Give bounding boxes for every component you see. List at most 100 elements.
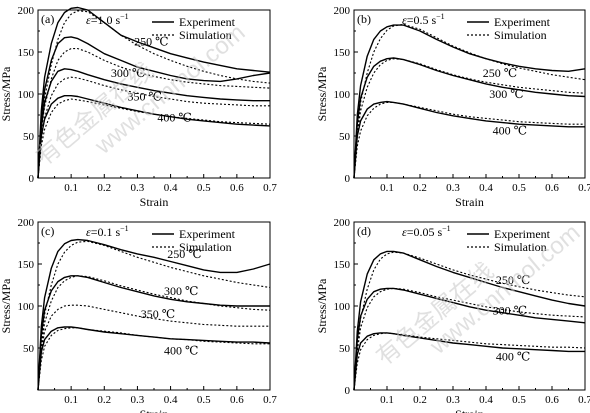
legend-simulation-label: Simulation: [179, 28, 232, 42]
x-axis-title: Strain: [455, 195, 484, 209]
y-axis-title: Stress/MPa: [0, 278, 13, 333]
y-tick-label: 50: [339, 343, 351, 355]
series-simulation-250C: [353, 251, 586, 391]
temperature-label: 300 ℃: [164, 284, 198, 298]
panel-label: (c): [41, 224, 54, 238]
legend-experiment-label: Experiment: [179, 15, 236, 29]
y-tick-label: 50: [23, 131, 35, 143]
temperature-label: 400 ℃: [157, 111, 191, 125]
y-tick-label: 100: [334, 89, 351, 101]
x-axis-title: Strain: [455, 407, 484, 413]
series-simulation-300C: [353, 58, 586, 179]
x-axis-title: Strain: [140, 195, 169, 209]
x-tick-label: 0.6: [230, 182, 244, 194]
legend-simulation-label: Simulation: [494, 240, 547, 254]
chart-panel-d: 0.1 0.2 0.3 0.4 0.5 0.6 0.7 0 50 100 150 200 Strain S…: [315, 217, 590, 413]
strain-rate-label: ε=0.5 s−1: [402, 12, 445, 27]
temperature-label: 250 ℃: [167, 247, 201, 261]
x-tick-label: 0.3: [446, 182, 460, 194]
y-tick-label: 150: [18, 47, 35, 59]
x-tick-label: 0.2: [413, 394, 427, 406]
series-simulation-400C: [353, 101, 585, 179]
chart-panel-a: 0.1 0.2 0.3 0.4 0.5 0.6 0.7 0 50 100 150 200 Strain S…: [0, 5, 277, 209]
y-tick-label: 150: [334, 47, 351, 59]
x-tick-label: 0.5: [512, 394, 526, 406]
legend-experiment-label: Experiment: [494, 227, 551, 241]
y-axis-title: Stress/MPa: [315, 66, 329, 121]
series-experiment-300C: [37, 275, 270, 391]
y-tick-label: 150: [18, 259, 35, 271]
x-tick-label: 0.2: [413, 182, 427, 194]
y-tick-label: 150: [334, 259, 351, 271]
temperature-label: 350 ℃: [127, 90, 161, 104]
series-simulation-300C: [37, 275, 271, 391]
y-tick-label: 0: [29, 173, 35, 185]
panel-label: (a): [41, 12, 54, 26]
x-tick-label: 0.6: [230, 394, 244, 406]
x-tick-label: 0.6: [545, 394, 559, 406]
chart-panel-c: 0.1 0.2 0.3 0.4 0.5 0.6 0.7 50 100 150 200 Strain St…: [0, 217, 277, 413]
y-tick-label: 0: [345, 173, 351, 185]
series-experiment-400C: [37, 326, 271, 391]
x-tick-label: 0.4: [479, 182, 493, 194]
series-simulation-400C: [37, 98, 271, 179]
legend-experiment-label: Experiment: [179, 227, 236, 241]
panel-label: (b): [357, 12, 371, 26]
y-tick-label: 200: [334, 217, 351, 229]
series-simulation-250C: [37, 10, 271, 179]
temperature-label: 400 ℃: [496, 350, 530, 364]
series-experiment-250C: [353, 250, 586, 391]
strain-rate-label: ε=0.05 s−1: [402, 224, 451, 239]
series-experiment-250C: [353, 24, 586, 179]
temperature-label: 300 ℃: [489, 87, 523, 101]
x-tick-label: 0.2: [97, 394, 111, 406]
series-experiment-350C: [37, 68, 270, 179]
y-axis-title: Stress/MPa: [0, 66, 13, 121]
temperature-label: 250 ℃: [134, 34, 168, 48]
x-tick-label: 0.4: [479, 394, 493, 406]
y-tick-label: 200: [18, 5, 35, 17]
strain-rate-label: ε=1.0 s−1: [86, 12, 129, 27]
temperature-label: 400 ℃: [164, 344, 198, 358]
y-tick-label: 100: [18, 301, 35, 313]
y-axis-title: Stress/MPa: [315, 278, 329, 333]
x-tick-label: 0.5: [512, 182, 526, 194]
y-tick-label: 200: [18, 217, 35, 229]
series-experiment-300C: [37, 36, 271, 179]
temperature-label: 300 ℃: [493, 303, 527, 317]
x-tick-label: 0.5: [197, 182, 211, 194]
series-experiment-400C: [353, 100, 585, 179]
x-tick-label: 0.1: [380, 394, 394, 406]
panel-label: (d): [357, 224, 371, 238]
x-tick-label: 0.1: [64, 182, 78, 194]
x-tick-label: 0.7: [578, 182, 590, 194]
x-tick-label: 0.3: [131, 182, 145, 194]
series-experiment-400C: [37, 94, 271, 179]
x-tick-label: 0.1: [64, 394, 78, 406]
chart-panel-b: 0.1 0.2 0.3 0.4 0.5 0.6 0.7 0 50 100 150 200 Strain S…: [315, 5, 590, 209]
series-experiment-250C: [37, 238, 271, 391]
series-experiment-300C: [353, 287, 586, 391]
x-tick-label: 0.5: [197, 394, 211, 406]
x-tick-label: 0.1: [380, 182, 394, 194]
temperature-label: 250 ℃: [483, 66, 517, 80]
x-tick-label: 0.3: [131, 394, 145, 406]
series-simulation-400C: [353, 332, 586, 391]
series-simulation-300C: [353, 287, 586, 391]
x-tick-label: 0.6: [545, 182, 559, 194]
y-tick-label: 100: [334, 301, 351, 313]
x-tick-label: 0.2: [97, 182, 111, 194]
x-tick-label: 0.7: [263, 182, 277, 194]
temperature-label: 400 ℃: [493, 123, 527, 137]
x-tick-label: 0.4: [164, 182, 178, 194]
x-tick-label: 0.7: [578, 394, 590, 406]
series-simulation-350C: [37, 304, 270, 391]
series-simulation-350C: [37, 76, 270, 179]
x-tick-label: 0.3: [446, 394, 460, 406]
series-simulation-250C: [37, 240, 271, 391]
